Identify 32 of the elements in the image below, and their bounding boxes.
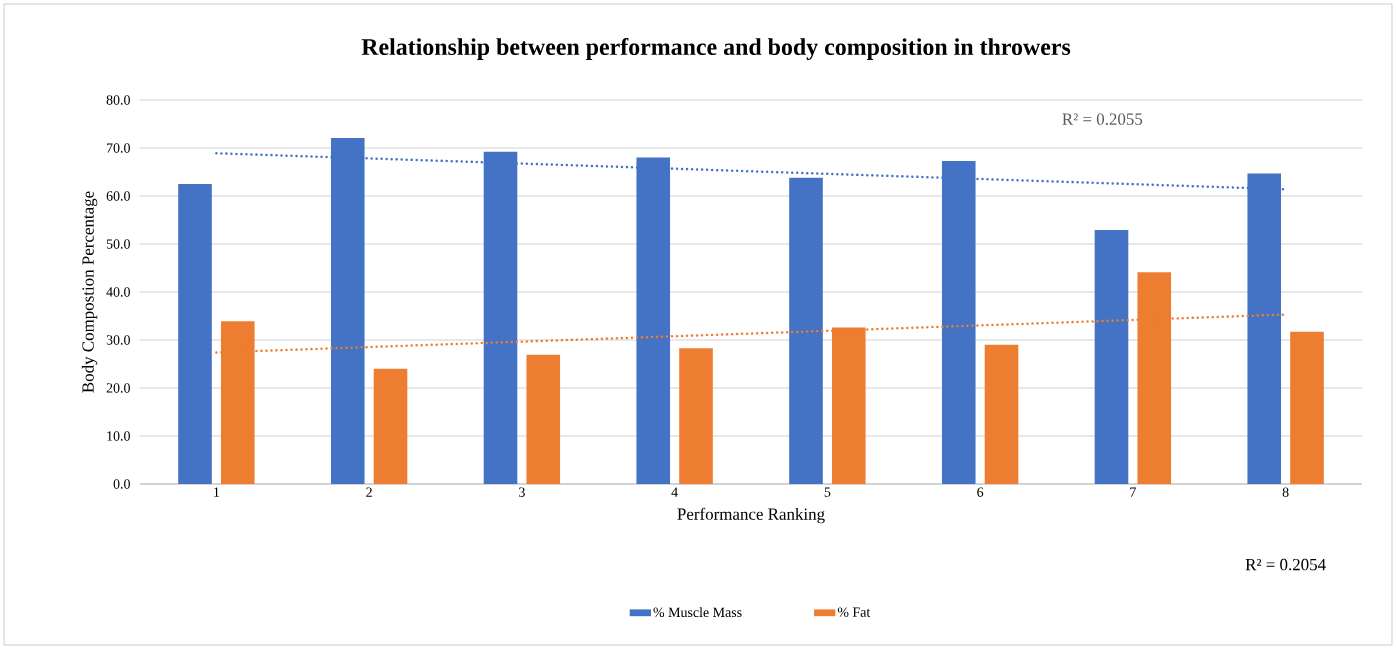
y-tick-label: 80.0	[106, 95, 130, 105]
annotation: R² = 0.2055	[1062, 113, 1143, 125]
chart-title: Relationship between performance and body composition in throwers	[361, 38, 1071, 60]
x-axis-title: Performance Ranking	[677, 507, 825, 524]
x-tick-label: 5	[824, 487, 831, 497]
bar	[679, 348, 713, 484]
y-tick-label: 70.0	[107, 143, 130, 153]
bar	[984, 344, 1019, 484]
y-tick-label: 40.0	[106, 287, 130, 297]
legend-label: % Muscle Mass	[653, 607, 742, 618]
x-tick-label: 3	[519, 487, 525, 497]
y-tick-label: 60.0	[106, 191, 130, 201]
y-tick-label: 20.0	[106, 383, 130, 393]
bar	[526, 354, 561, 484]
legend-label: % Fat	[837, 607, 871, 617]
y-tick-label: 50.0	[106, 239, 130, 249]
x-tick-label: 1	[214, 487, 220, 497]
x-tick-label: 4	[671, 487, 678, 497]
x-tick-label: 7	[1130, 487, 1136, 497]
bar	[373, 368, 408, 484]
y-tick-label: 10.0	[107, 431, 130, 441]
y-tick-label: 0.0	[113, 479, 130, 489]
bar	[178, 183, 212, 484]
bar	[789, 177, 823, 484]
y-tick-label: 30.0	[106, 335, 130, 345]
text: R² = 0.2054	[1245, 558, 1326, 571]
y-axis-title: Body Compostion Percentage	[81, 191, 98, 393]
x-tick-label: 6	[977, 487, 984, 497]
x-tick-label: 2	[366, 487, 372, 497]
bar	[1094, 230, 1129, 484]
x-tick-label: 8	[1282, 487, 1289, 497]
bar	[1290, 331, 1324, 484]
